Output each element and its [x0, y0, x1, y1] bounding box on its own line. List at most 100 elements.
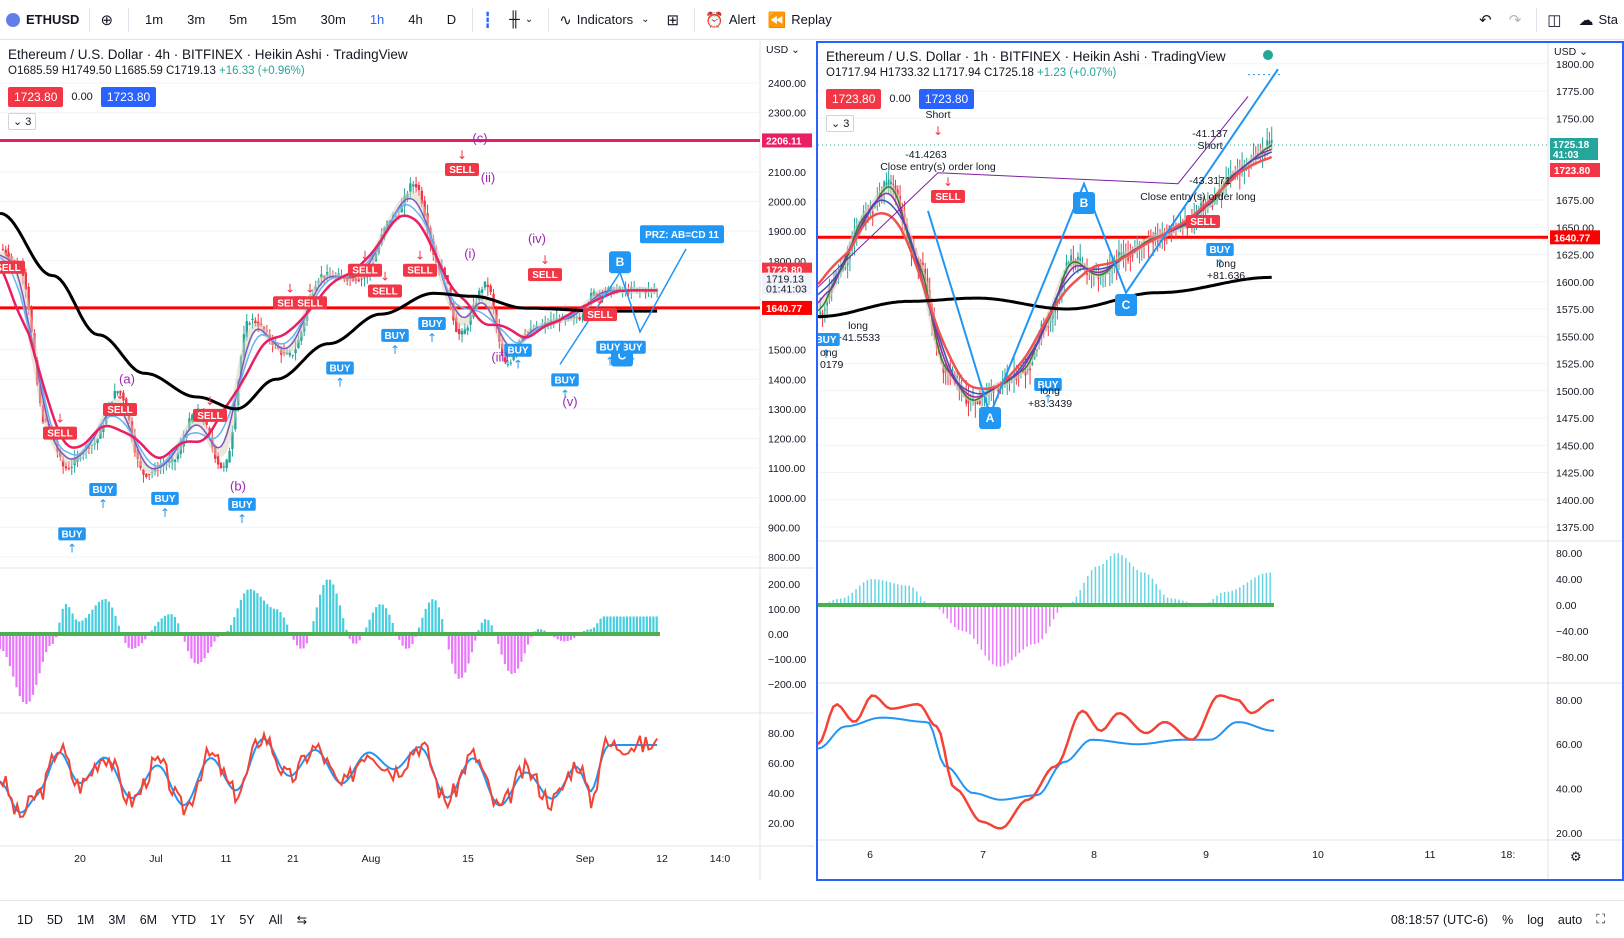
sell-price-button[interactable]: 1723.80: [8, 87, 64, 107]
percent-scale-toggle[interactable]: %: [1502, 912, 1514, 927]
divider: [548, 7, 550, 32]
heikin-ashi-candle: [254, 320, 257, 324]
heikin-ashi-candle: [145, 473, 148, 478]
layout-button[interactable]: ◫: [1541, 0, 1572, 40]
rsi-tick: 80.00: [768, 728, 794, 740]
timeframe-3m[interactable]: 3m: [175, 0, 217, 40]
buy-signal-8-label: BUY: [621, 343, 642, 354]
price-tick: 1100.00: [768, 463, 805, 475]
range-5D[interactable]: 5D: [46, 912, 63, 927]
heikin-ashi-candle: [142, 469, 145, 475]
timeframe-15m[interactable]: 15m: [259, 0, 308, 40]
arrow-down-icon: ↓: [55, 412, 65, 426]
topbar-right: ↶ ↷ ◫ ☁ Sta: [1473, 0, 1624, 40]
arrow-down-icon: ↓: [540, 253, 550, 267]
elliott-wave-label: (c): [472, 130, 487, 145]
collapse-legend-button[interactable]: ⌄ 3: [826, 115, 855, 132]
arrow-down-icon: ↓: [943, 175, 953, 189]
goto-date-button[interactable]: ⇆: [290, 912, 314, 927]
buy-price-button[interactable]: 1723.80: [918, 89, 975, 109]
arrow-up-icon: ↑: [98, 497, 108, 511]
elliott-wave-label: (i): [464, 246, 476, 261]
left-chart-canvas[interactable]: USD ⌄ 2400.00 2300.00 2100.00 2000.00 1900.00…: [0, 41, 814, 881]
log-scale-toggle[interactable]: log: [1527, 912, 1544, 927]
heikin-ashi-candle: [486, 284, 490, 288]
compare-symbol-button[interactable]: ⊕: [94, 0, 124, 40]
buy-price-button[interactable]: 1723.80: [100, 87, 157, 107]
sell-signal-6-box: [403, 263, 437, 277]
timeframe-30m[interactable]: 30m: [309, 0, 358, 40]
price-tick: 1000.00: [768, 493, 806, 505]
auto-scale-toggle[interactable]: auto: [1557, 912, 1583, 927]
arrow-down-icon: ↓: [380, 269, 390, 283]
bar-style-button[interactable]: ┇: [477, 0, 503, 40]
left-chart-pane[interactable]: USD ⌄ 2400.00 2300.00 2100.00 2000.00 1900.00…: [0, 41, 814, 881]
redo-button[interactable]: ↷: [1503, 0, 1533, 40]
heikin-ashi-candle: [363, 277, 366, 279]
timeframe-5m[interactable]: 5m: [217, 0, 259, 40]
range-3M[interactable]: 3M: [108, 912, 126, 927]
time-tick: 9: [1203, 849, 1209, 861]
collapse-legend-button[interactable]: ⌄ 3: [8, 113, 37, 130]
indicators-button[interactable]: ∿ Indicators ⌄: [553, 0, 660, 40]
long-pnl: +41.5533: [836, 332, 880, 344]
arrow-up-icon: ↑: [427, 331, 437, 345]
heikin-ashi-candle: [173, 459, 177, 462]
time-tick: 11: [221, 853, 232, 865]
price-tick: 1400.00: [1556, 495, 1594, 507]
buy-signal-10-label: BUY: [554, 375, 575, 386]
heikin-ashi-candle: [455, 317, 458, 332]
symbol-search-button[interactable]: ETHUSD: [0, 0, 85, 40]
sell-signal-2-label: SELL: [47, 429, 73, 440]
right-chart-canvas[interactable]: USD ⌄1800.001775.001750.001675.001650.00…: [818, 43, 1622, 879]
fullscreen-button[interactable]: ⛶: [1589, 912, 1612, 927]
price-tick: 1800.00: [1556, 59, 1594, 71]
alert-button[interactable]: ⏰ Alert: [699, 0, 761, 40]
oscillator-tick: 40.00: [1556, 574, 1582, 586]
ema-red-line: [818, 155, 1273, 391]
right-chart-pane[interactable]: USD ⌄ 1800.00 1775.00 1750.00 1675.00 1650.00…: [816, 41, 1624, 881]
range-5Y[interactable]: 5Y: [239, 912, 255, 927]
timeframe-D[interactable]: D: [435, 0, 468, 40]
pattern-point-c-label: C: [618, 349, 627, 363]
range-YTD[interactable]: YTD: [171, 912, 197, 927]
clock-time[interactable]: 08:18:57 (UTC-6): [1390, 912, 1489, 927]
arrow-down-icon: ↓: [415, 249, 425, 263]
range-1Y[interactable]: 1Y: [210, 912, 226, 927]
arrow-up-icon: ↑: [67, 541, 77, 555]
live-status-icon: [1263, 50, 1273, 60]
sell-price-button[interactable]: 1723.80: [826, 89, 882, 109]
heikin-ashi-candle: [225, 459, 228, 469]
save-cloud-button[interactable]: ☁ Sta: [1572, 0, 1624, 40]
short-label: Short: [925, 109, 950, 121]
sell-signal-2-box: [43, 426, 77, 440]
price-tick: 1200.00: [768, 434, 806, 446]
buy-signal-7-label: BUY: [507, 346, 528, 357]
timeframe-1h[interactable]: 1h: [358, 0, 396, 40]
heikin-ashi-candle: [251, 318, 254, 321]
oscillator-tick: 0.00: [1556, 600, 1577, 612]
undo-button[interactable]: ↶: [1473, 0, 1503, 40]
timeframe-1m[interactable]: 1m: [133, 0, 175, 40]
time-tick: 15: [462, 853, 474, 865]
range-1M[interactable]: 1M: [76, 912, 95, 927]
rsi-tick: 80.00: [1556, 695, 1582, 707]
top-toolbar: ETHUSD ⊕ 1m 3m 5m 15m 30m 1h 4h D ┇ ╫ ⌄ ∿…: [0, 0, 1624, 40]
range-1D[interactable]: 1D: [17, 912, 33, 927]
range-All[interactable]: All: [268, 912, 283, 927]
timeframe-4h[interactable]: 4h: [396, 0, 434, 40]
replay-button[interactable]: ⏪ Replay: [762, 0, 838, 40]
heikin-ashi-candle: [655, 289, 659, 291]
chart-type-button[interactable]: ╫ ⌄: [503, 0, 544, 40]
heikin-ashi-candle: [216, 455, 220, 465]
divider: [128, 7, 130, 32]
range-6M[interactable]: 6M: [139, 912, 158, 927]
heikin-ashi-candle: [294, 349, 297, 354]
templates-button[interactable]: ⊞: [661, 0, 691, 40]
rsi-tick: 60.00: [768, 758, 794, 770]
heikin-ashi-candle: [245, 321, 248, 338]
heikin-ashi-candle: [1, 248, 5, 250]
indicator-count: 3: [843, 118, 850, 130]
close-price-text: 1725.18: [1553, 140, 1590, 151]
bottom-toolbar: 1D 5D 1M 3M 6M YTD 1Y 5Y All ⇆ 08:18:57 …: [0, 900, 1624, 938]
